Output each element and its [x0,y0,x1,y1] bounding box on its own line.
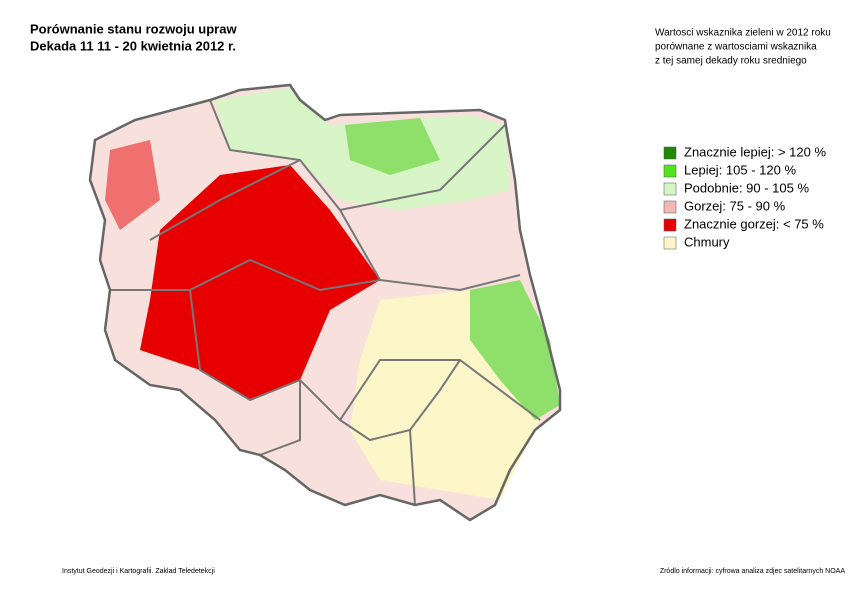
green-area [470,280,560,420]
legend-swatch [663,182,677,196]
description: Wartosci wskaznika zieleni w 2012 roku [655,28,831,39]
legend-label: Gorzej: 75 - 90 % [684,198,786,213]
region-border [189,289,541,422]
legend-label: Lepiej: 105 - 120 % [684,162,796,177]
legend-label: Znacznie gorzej: < 75 % [684,216,824,231]
legend-swatch [663,218,677,232]
red-area [105,140,160,230]
description: porównane z wartosciami wskaznika [655,42,817,53]
red-area [140,165,380,400]
legend-swatch [663,146,677,160]
map [88,83,562,522]
legend-label: Podobnie: 90 - 105 % [684,180,809,195]
legend-swatch [663,236,677,250]
region-border [149,159,301,241]
footer-right: Zródlo informacji: cyfrowa analiza zdjec… [660,568,846,575]
legend-label: Chmury [684,234,730,249]
region-border [409,429,416,506]
region-border [259,380,301,456]
description: z tej samej dekady roku sredniego [655,56,807,67]
legend-swatch [663,164,677,178]
legend-label: Znacznie lepiej: > 120 % [684,144,826,159]
footer-left: Instytut Geodezji i Kartografii. Zaklad … [62,568,215,575]
country-border [88,83,562,522]
subtitle: Dekada 11 11 - 20 kwietnia 2012 r. [30,38,236,53]
legend-swatch [663,200,677,214]
title: Porównanie stanu rozwoju upraw [30,21,237,36]
borders [110,99,541,506]
green-area [345,118,440,175]
region-border [339,124,506,211]
legend: Znacznie lepiej: > 120 % Lepiej: 105 - 12… [663,144,826,250]
